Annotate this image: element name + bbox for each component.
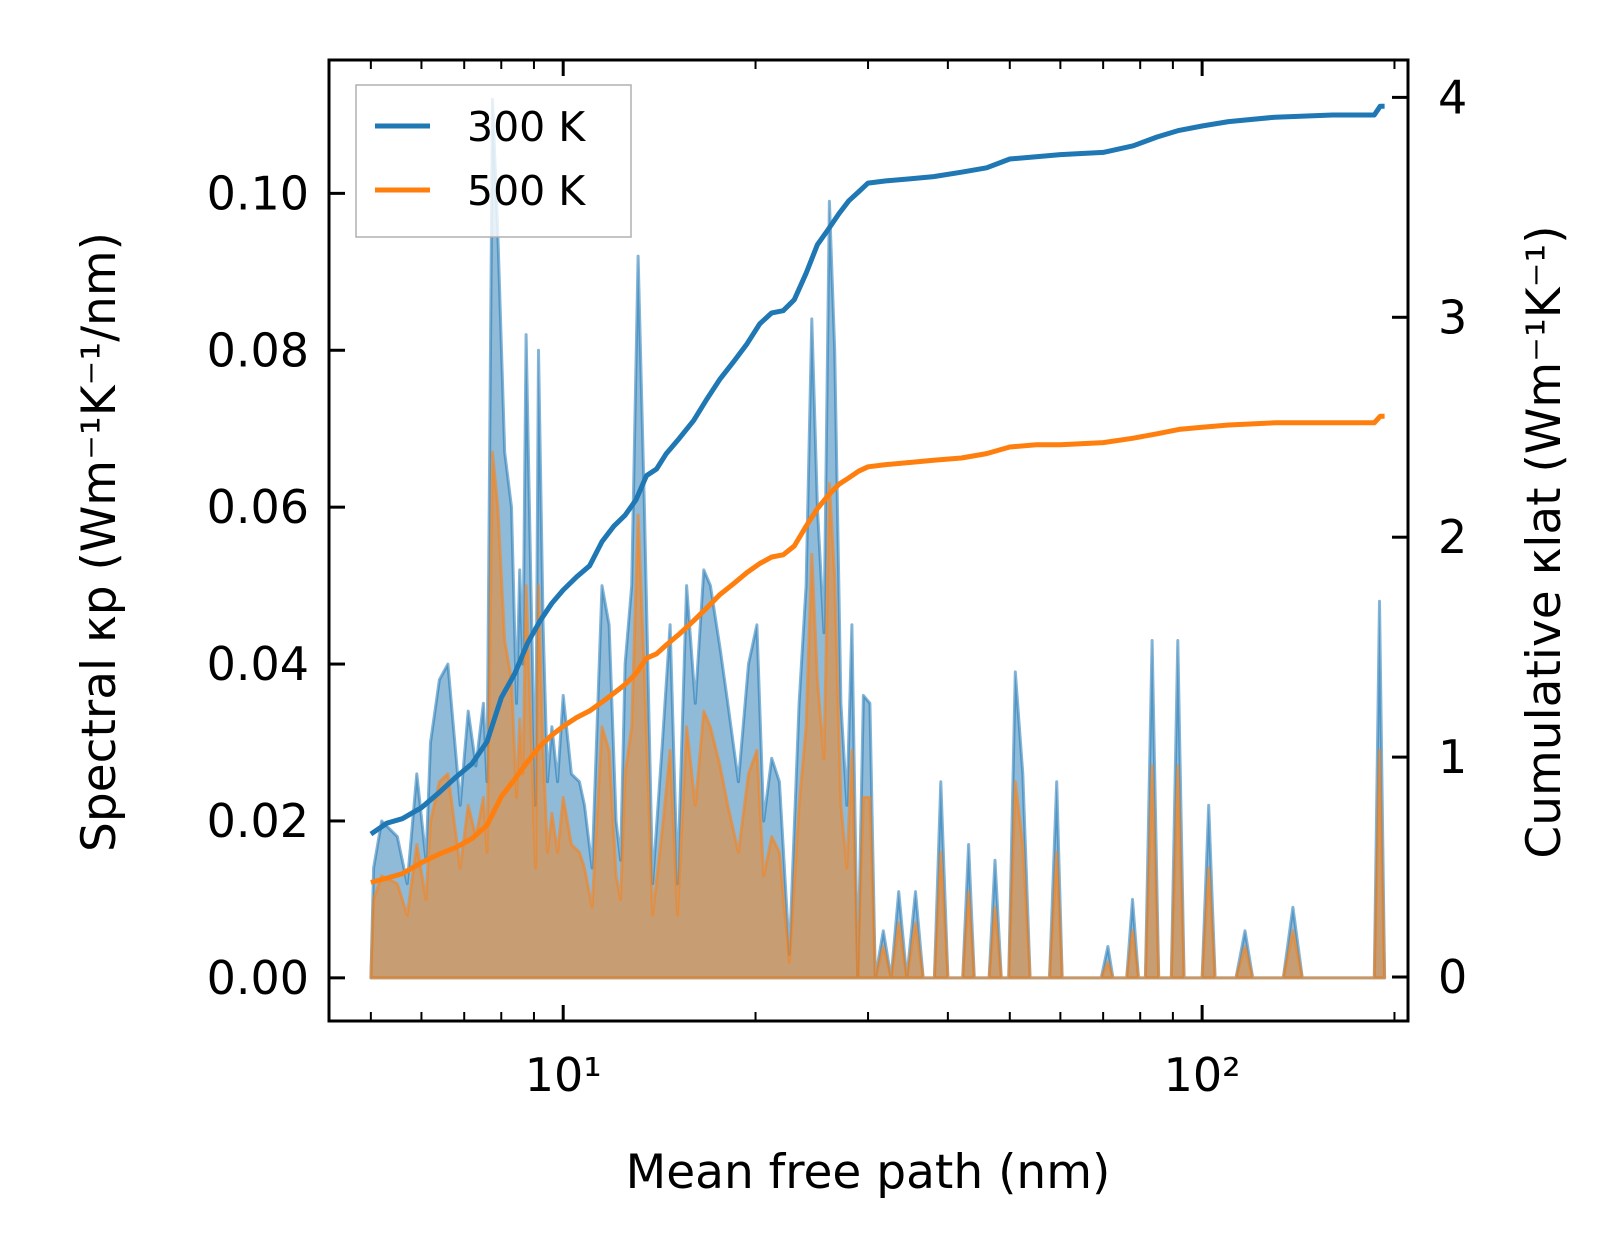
y2-tick-label: 3	[1438, 290, 1467, 344]
y2-tick-label: 1	[1438, 730, 1467, 784]
x-tick-label: 10²	[1164, 1048, 1241, 1102]
x-tick-label: 10¹	[525, 1048, 602, 1102]
spectral-layer	[369, 97, 1387, 980]
y-tick-label: 0.08	[207, 323, 309, 377]
y2-tick-label: 4	[1438, 70, 1467, 124]
plot-frame	[327, 58, 1410, 1023]
y2-tick-label: 2	[1438, 510, 1467, 564]
ticks-layer: 10¹ 10² 0.00 0.02 0.04 0.06 0.08 0.10 0 1 2 3 4	[207, 60, 1467, 1102]
y2-tick-label: 0	[1438, 950, 1467, 1004]
legend-box	[355, 84, 632, 238]
y-tick-label: 0.10	[207, 166, 309, 220]
y2-axis-label: Cumulative κlat (Wm⁻¹K⁻¹)	[1517, 225, 1572, 858]
cumulative-line-500k	[370, 413, 1385, 885]
cumulative-line-300k	[369, 103, 1385, 837]
y-tick-label: 0.04	[207, 637, 309, 691]
y-tick-label: 0.06	[207, 480, 309, 534]
cumulative-layer	[369, 103, 1385, 885]
x-axis-label: Mean free path (nm)	[626, 1145, 1111, 1200]
spectral-area-300k	[369, 97, 1387, 980]
spectral-area-500k	[369, 450, 1387, 980]
y-axis-label: Spectral κp (Wm⁻¹K⁻¹/nm)	[72, 232, 127, 852]
legend-label-500k: 500 K	[467, 167, 586, 215]
legend-label-300k: 300 K	[467, 103, 586, 151]
y-tick-label: 0.02	[207, 794, 309, 848]
y-tick-label: 0.00	[207, 951, 309, 1005]
legend: 300 K 500 K	[355, 84, 632, 238]
